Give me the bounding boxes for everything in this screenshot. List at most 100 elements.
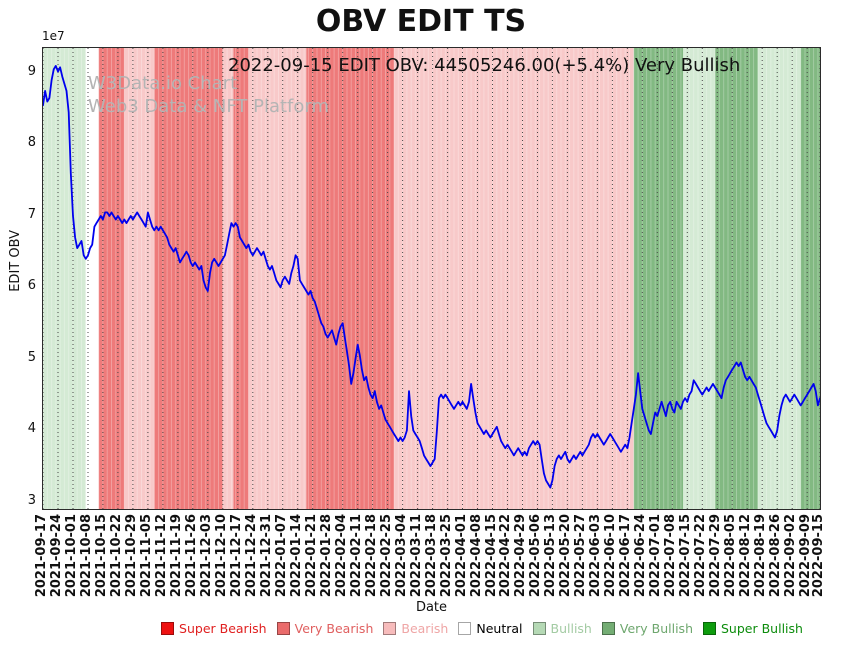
x-tick-label: 2022-08-12 xyxy=(738,514,754,598)
x-tick-label: 2021-12-31 xyxy=(258,514,274,598)
x-tick-label: 2022-03-11 xyxy=(408,514,424,598)
x-tick-label: 2021-11-05 xyxy=(138,514,154,598)
chart-subtitle: 2022-09-15 EDIT OBV: 44505246.00(+5.4%) … xyxy=(228,55,741,76)
legend-item-bullish: Bullish xyxy=(532,621,592,636)
legend-item-super-bearish: Super Bearish xyxy=(161,621,267,636)
x-tick-label: 2022-01-28 xyxy=(318,514,334,598)
x-tick-label: 2021-12-17 xyxy=(228,514,244,598)
x-tick-label: 2022-09-02 xyxy=(783,514,799,598)
x-tick-label: 2022-03-18 xyxy=(423,514,439,598)
legend-label: Bearish xyxy=(401,621,449,636)
x-tick-label: 2021-12-10 xyxy=(213,514,229,598)
legend-label: Bullish xyxy=(550,621,592,636)
x-tick-label: 2022-02-25 xyxy=(378,514,394,598)
x-tick-label: 2022-06-03 xyxy=(588,514,604,598)
x-tick-label: 2022-03-04 xyxy=(393,514,409,598)
y-axis-label: EDIT OBV xyxy=(8,230,23,292)
x-tick-label: 2021-09-24 xyxy=(48,514,64,598)
x-axis-label: Date xyxy=(415,600,448,615)
plot-canvas xyxy=(43,48,820,509)
x-tick-label: 2022-01-14 xyxy=(288,514,304,598)
x-tick-label: 2022-04-15 xyxy=(483,514,499,598)
chart-title: OBV EDIT TS xyxy=(315,4,527,39)
x-tick-label: 2021-12-24 xyxy=(243,514,259,598)
x-tick-label: 2022-08-26 xyxy=(768,514,784,598)
sentiment-band-bullish xyxy=(757,48,801,509)
legend-swatch xyxy=(601,622,615,635)
sentiment-band-bullish xyxy=(683,48,716,509)
legend-item-bearish: Bearish xyxy=(383,621,448,636)
x-tick-label: 2021-11-26 xyxy=(183,514,199,598)
y-tick-label: 3 xyxy=(27,492,36,508)
x-tick-label: 2022-05-20 xyxy=(558,514,574,598)
x-tick-label: 2021-12-03 xyxy=(198,514,214,598)
x-tick-label: 2022-02-18 xyxy=(363,514,379,598)
legend-swatch xyxy=(276,622,290,635)
x-tick-label: 2022-01-07 xyxy=(273,514,289,598)
legend-label: Very Bullish xyxy=(619,621,693,636)
watermark-line2: Web3 Data & NFT Platform xyxy=(88,96,330,118)
legend-label: Very Bearish xyxy=(294,621,374,636)
x-tick-label: 2022-09-15 xyxy=(811,514,826,598)
x-tick-label: 2022-07-22 xyxy=(693,514,709,598)
x-tick-label: 2022-07-01 xyxy=(648,514,664,598)
obv-line xyxy=(43,64,820,489)
sentiment-band-very_bullish xyxy=(715,48,758,509)
legend-swatch xyxy=(703,622,716,635)
legend-swatch xyxy=(532,622,546,635)
legend-label: Neutral xyxy=(476,621,523,636)
watermark: W3Data.io Chart Web3 Data & NFT Platform xyxy=(88,72,329,119)
x-tick-label: 2022-07-15 xyxy=(678,514,694,598)
x-tick-label: 2022-05-13 xyxy=(543,514,559,598)
x-tick-label: 2022-06-17 xyxy=(618,514,634,598)
x-tick-label: 2022-01-21 xyxy=(303,514,319,598)
x-tick-label: 2022-06-24 xyxy=(633,514,649,598)
x-tick-label: 2022-08-05 xyxy=(723,514,739,598)
y-tick-label: 5 xyxy=(27,349,36,365)
x-tick-label: 2022-04-01 xyxy=(453,514,469,598)
sentiment-band-bearish xyxy=(124,48,155,509)
x-tick-label: 2022-08-19 xyxy=(753,514,769,598)
x-tick-label: 2021-10-22 xyxy=(108,514,124,598)
y-tick-label: 7 xyxy=(27,206,36,222)
sentiment-band-bearish xyxy=(394,48,634,509)
legend-item-neutral: Neutral xyxy=(458,621,523,636)
legend-swatch xyxy=(383,622,397,635)
y-tick-label: 4 xyxy=(27,421,36,437)
x-tick-label: 2022-04-22 xyxy=(498,514,514,598)
legend-item-very-bullish: Very Bullish xyxy=(601,621,693,636)
legend-swatch xyxy=(458,622,472,635)
legend: Super Bearish Very Bearish Bearish Neutral B… xyxy=(42,621,842,636)
legend-item-super-bullish: Super Bullish xyxy=(703,621,803,636)
x-tick-label: 2022-04-08 xyxy=(468,514,484,598)
x-tick-label: 2021-10-15 xyxy=(93,514,109,598)
y-tick-label: 8 xyxy=(27,135,36,151)
sentiment-band-very_bullish xyxy=(633,48,683,509)
x-tick-label: 2021-10-08 xyxy=(78,514,94,598)
x-tick-label: 2022-03-25 xyxy=(438,514,454,598)
x-tick-label: 2021-11-12 xyxy=(153,514,169,598)
x-tick-label: 2022-06-10 xyxy=(603,514,619,598)
x-tick-label: 2021-09-17 xyxy=(34,514,49,598)
legend-swatch xyxy=(161,622,175,635)
sentiment-band-very_bearish xyxy=(154,48,223,509)
x-tick-label: 2022-02-11 xyxy=(348,514,364,598)
plot-area[interactable] xyxy=(42,47,821,510)
x-tick-label: 2022-07-08 xyxy=(663,514,679,598)
x-tick-label: 2021-11-19 xyxy=(168,514,184,598)
y-tick-label: 9 xyxy=(27,64,36,79)
legend-label: Super Bearish xyxy=(179,621,267,636)
x-tick-label: 2022-07-29 xyxy=(708,514,724,598)
x-tick-label: 2021-10-29 xyxy=(123,514,139,598)
legend-label: Super Bullish xyxy=(721,621,803,636)
x-tick-label: 2022-04-29 xyxy=(513,514,529,598)
y-axis-multiplier: 1e7 xyxy=(42,29,65,43)
sentiment-band-very_bearish xyxy=(306,48,395,509)
watermark-line1: W3Data.io Chart xyxy=(88,73,238,94)
x-tick-label: 2022-05-06 xyxy=(528,514,544,598)
sentiment-band-bearish xyxy=(248,48,307,509)
legend-item-very-bearish: Very Bearish xyxy=(276,621,374,636)
x-tick-label: 2022-02-04 xyxy=(333,514,349,598)
sentiment-band-neutral xyxy=(85,48,99,509)
